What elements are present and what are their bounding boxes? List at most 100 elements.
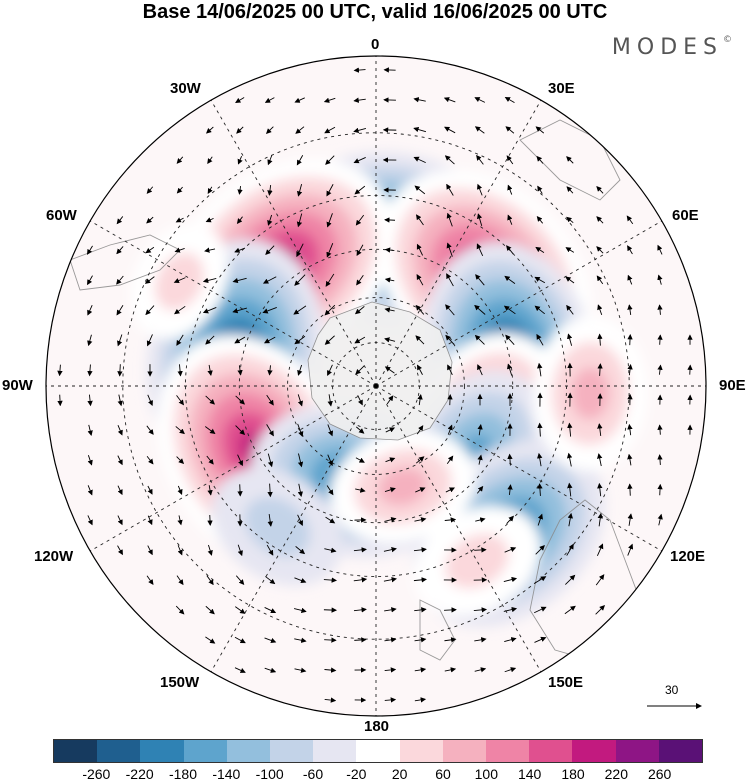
wind-vector-arrow [596, 186, 604, 194]
wind-vector-arrow [414, 185, 426, 195]
wind-vector-arrow [87, 515, 93, 526]
wind-vector-arrow [416, 243, 424, 256]
wind-vector-arrow [147, 515, 153, 526]
wind-vector-arrow [446, 242, 453, 257]
wind-vector-arrow [87, 394, 93, 407]
wind-vector-arrow [176, 456, 185, 465]
wind-vector-arrow [296, 184, 303, 197]
wind-vector-arrow [205, 335, 215, 345]
wind-vector-arrow [147, 394, 153, 407]
wind-vector-arrow [446, 183, 454, 196]
wind-vector-arrow [566, 452, 573, 467]
wind-vector-arrow [57, 364, 63, 377]
wind-vector-arrow [384, 697, 397, 703]
wind-vector-arrow [507, 453, 513, 466]
wind-vector-arrow [117, 455, 123, 466]
wind-vector-arrow [205, 217, 214, 223]
wind-vector-arrow [327, 364, 333, 376]
wind-vector-arrow [595, 605, 606, 615]
wind-vector-arrow [296, 243, 304, 258]
wind-vector-arrow [87, 485, 93, 496]
wind-vector-arrow [565, 276, 575, 284]
colorbar-tick-label: -220 [125, 766, 154, 782]
colorbar-tick-label: 140 [517, 766, 542, 782]
wind-vector-arrow [477, 364, 483, 376]
wind-vector-arrow [207, 156, 213, 165]
colorbar-tick-label: 20 [391, 766, 408, 782]
wind-vector-arrow [597, 453, 603, 467]
colorbar [53, 739, 703, 763]
wind-vector-arrow [415, 335, 425, 345]
wind-vector-arrow [267, 513, 273, 527]
wind-vector-arrow [534, 576, 547, 584]
wind-vector-arrow [507, 214, 513, 225]
wind-vector-arrow [176, 575, 184, 586]
longitude-label-120e: 120E [670, 548, 706, 565]
wind-vector-arrow [327, 394, 333, 407]
wind-vector-arrow [144, 276, 155, 284]
wind-vector-arrow [173, 277, 186, 284]
wind-vector-arrow [357, 395, 363, 406]
wind-vector-arrow [266, 424, 274, 437]
wind-vector-arrow [294, 577, 307, 584]
wind-vector-arrow [414, 517, 427, 523]
wind-vector-arrow [537, 185, 543, 194]
wind-vector-arrow [596, 543, 604, 557]
wind-vector-arrow [267, 483, 273, 498]
wind-vector-arrow [414, 607, 427, 613]
wind-vector-arrow [415, 487, 426, 493]
wind-vector-arrow [444, 126, 456, 134]
colorbar-swatch [183, 740, 227, 762]
wind-vector-arrow [235, 606, 246, 614]
wind-vector-arrow [323, 97, 336, 103]
wind-vector-arrow [384, 247, 395, 253]
wind-vector-arrow [596, 246, 604, 254]
wind-vector-arrow [87, 304, 93, 316]
wind-vector-arrow [266, 394, 274, 406]
longitude-label-90w: 90W [2, 377, 33, 394]
wind-vector-arrow [177, 545, 183, 556]
wind-vector-arrow [504, 637, 517, 643]
vector-scale-label: 30 [665, 683, 679, 697]
wind-vector-arrow [355, 487, 366, 493]
wind-vector-arrow [505, 126, 515, 134]
wind-vector-arrow [567, 422, 573, 437]
wind-vector-arrow [176, 186, 183, 194]
wind-vector-arrow [506, 515, 514, 524]
wind-vector-arrow [354, 637, 367, 643]
wind-vector-arrow [353, 607, 367, 613]
meridian-line [375, 99, 542, 387]
wind-vector-arrow [266, 544, 274, 556]
wind-vector-arrow [117, 485, 123, 496]
wind-vector-arrow [385, 457, 396, 463]
wind-vector-arrow [384, 307, 395, 313]
colorbar-tick-label: 220 [604, 766, 629, 782]
wind-vector-arrow [235, 395, 245, 405]
longitude-label-0: 0 [371, 36, 380, 53]
wind-vector-arrow [597, 512, 603, 527]
wind-vector-arrow [326, 243, 334, 258]
wind-vector-arrow [117, 334, 123, 347]
wind-vector-arrow [413, 547, 427, 553]
colorbar-swatch [399, 740, 443, 762]
colorbar-swatch [572, 740, 616, 762]
wind-vector-arrow [384, 517, 397, 523]
modes-logo: MODES© [611, 34, 732, 60]
wind-vector-arrow [263, 336, 276, 344]
wind-vector-arrow [326, 213, 333, 228]
meridian-line [375, 220, 663, 387]
wind-vector-arrow [596, 216, 604, 224]
wind-vector-arrow [146, 216, 154, 224]
wind-vector-arrow [324, 335, 335, 345]
wind-vector-arrow [323, 607, 337, 613]
wind-vector-arrow [205, 395, 216, 405]
wind-vector-arrow [295, 126, 305, 134]
wind-vector-arrow [117, 394, 123, 407]
wind-vector-arrow [234, 667, 246, 673]
colorbar-swatch [356, 740, 400, 762]
wind-vector-arrow [443, 97, 456, 103]
wind-vector-arrow [116, 216, 124, 225]
positive-anomaly-contour [445, 533, 509, 589]
wind-vector-arrow [353, 97, 366, 103]
colorbar-tick-labels: -260 -220 -180 -140 -100 -60 -20 20 60 100 140 180 2… [0, 766, 750, 783]
